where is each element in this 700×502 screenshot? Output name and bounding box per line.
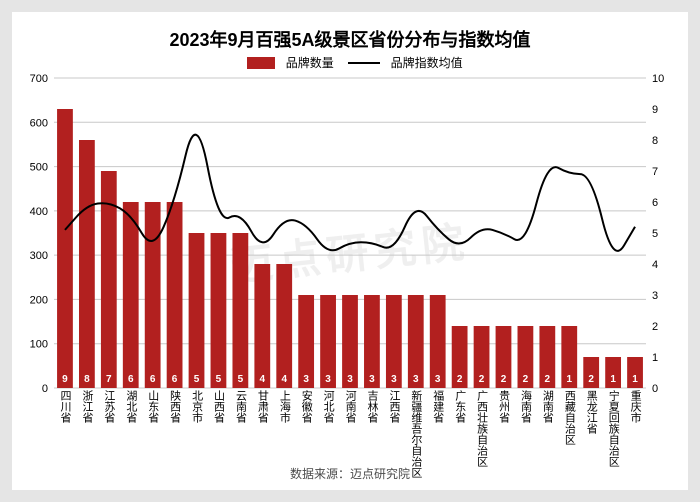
x-category: 福建省 [432, 390, 444, 423]
x-category: 浙江省 [81, 390, 93, 423]
legend-bar-swatch [247, 57, 275, 69]
svg-text:10: 10 [652, 73, 664, 85]
bar [189, 233, 205, 388]
bar [123, 202, 139, 388]
x-category: 四川省 [59, 390, 71, 423]
svg-text:6: 6 [652, 197, 658, 209]
bar [79, 140, 95, 388]
x-category: 云南省 [234, 390, 246, 423]
svg-text:2: 2 [479, 374, 485, 385]
x-category: 上海市 [278, 390, 290, 423]
svg-text:4: 4 [260, 374, 266, 385]
svg-text:400: 400 [30, 206, 48, 218]
bar [211, 233, 227, 388]
svg-text:3: 3 [325, 374, 331, 385]
svg-text:8: 8 [84, 374, 90, 385]
svg-text:4: 4 [652, 259, 658, 271]
x-category: 陕西省 [169, 390, 181, 423]
svg-text:3: 3 [391, 374, 397, 385]
svg-text:0: 0 [652, 383, 658, 395]
x-category: 黑龙江省 [585, 390, 597, 434]
svg-text:5: 5 [194, 374, 200, 385]
svg-text:6: 6 [150, 374, 156, 385]
svg-text:1: 1 [652, 352, 658, 364]
legend-line-label: 品牌指数均值 [391, 54, 463, 71]
svg-text:2: 2 [588, 374, 594, 385]
plot-area: 0100200300400500600700012345678910987666… [54, 78, 646, 388]
svg-text:6: 6 [172, 374, 178, 385]
chart-title: 2023年9月百强5A级景区省份分布与指数均值 [12, 26, 688, 52]
svg-text:1: 1 [610, 374, 616, 385]
x-category: 重庆市 [629, 390, 641, 423]
x-category: 海南省 [519, 390, 531, 423]
x-category: 湖北省 [125, 390, 137, 423]
x-category: 广东省 [454, 390, 466, 423]
bar [276, 264, 292, 388]
legend-bar-label: 品牌数量 [286, 54, 334, 71]
svg-text:5: 5 [238, 374, 244, 385]
legend-line-swatch [348, 62, 380, 64]
bar [167, 202, 183, 388]
svg-text:7: 7 [106, 374, 112, 385]
x-category: 山西省 [212, 390, 224, 423]
x-category: 宁夏回族自治区 [607, 390, 619, 467]
svg-text:3: 3 [347, 374, 353, 385]
svg-text:5: 5 [216, 374, 222, 385]
chart-panel: 迈点研究院 2023年9月百强5A级景区省份分布与指数均值 品牌数量 品牌指数均… [12, 12, 688, 490]
x-category: 河南省 [344, 390, 356, 423]
svg-text:9: 9 [652, 104, 658, 116]
x-category: 湖南省 [541, 390, 553, 423]
svg-text:6: 6 [128, 374, 134, 385]
svg-text:1: 1 [632, 374, 638, 385]
svg-text:7: 7 [652, 166, 658, 178]
svg-text:2: 2 [457, 374, 463, 385]
svg-text:2: 2 [523, 374, 529, 385]
x-category: 广西壮族自治区 [476, 390, 488, 467]
svg-text:500: 500 [30, 162, 48, 174]
bar [145, 202, 161, 388]
svg-text:2: 2 [652, 321, 658, 333]
x-category: 山东省 [147, 390, 159, 423]
svg-text:5: 5 [652, 228, 658, 240]
svg-text:2: 2 [545, 374, 551, 385]
svg-text:200: 200 [30, 294, 48, 306]
svg-text:2: 2 [501, 374, 507, 385]
svg-text:3: 3 [303, 374, 309, 385]
svg-text:8: 8 [652, 135, 658, 147]
chart-svg: 0100200300400500600700012345678910987666… [54, 78, 646, 388]
x-category: 贵州省 [497, 390, 509, 423]
bar [232, 233, 248, 388]
svg-text:1: 1 [566, 374, 572, 385]
svg-text:700: 700 [30, 73, 48, 85]
x-category: 河北省 [322, 390, 334, 423]
x-category: 江西省 [388, 390, 400, 423]
svg-text:4: 4 [281, 374, 287, 385]
legend: 品牌数量 品牌指数均值 [12, 54, 688, 72]
svg-text:3: 3 [413, 374, 419, 385]
x-category: 江苏省 [103, 390, 115, 423]
bar [254, 264, 270, 388]
bar [57, 109, 73, 388]
svg-text:3: 3 [435, 374, 441, 385]
svg-text:0: 0 [42, 383, 48, 395]
x-category: 吉林省 [366, 390, 378, 423]
x-category: 西藏自治区 [563, 390, 575, 445]
svg-text:3: 3 [369, 374, 375, 385]
svg-text:100: 100 [30, 339, 48, 351]
x-category: 北京市 [191, 390, 203, 423]
svg-text:300: 300 [30, 250, 48, 262]
svg-text:9: 9 [62, 374, 68, 385]
x-category: 安徽省 [300, 390, 312, 423]
svg-text:3: 3 [652, 290, 658, 302]
data-source: 数据来源：迈点研究院 [12, 465, 688, 482]
x-category: 甘肃省 [256, 390, 268, 423]
svg-text:600: 600 [30, 117, 48, 129]
